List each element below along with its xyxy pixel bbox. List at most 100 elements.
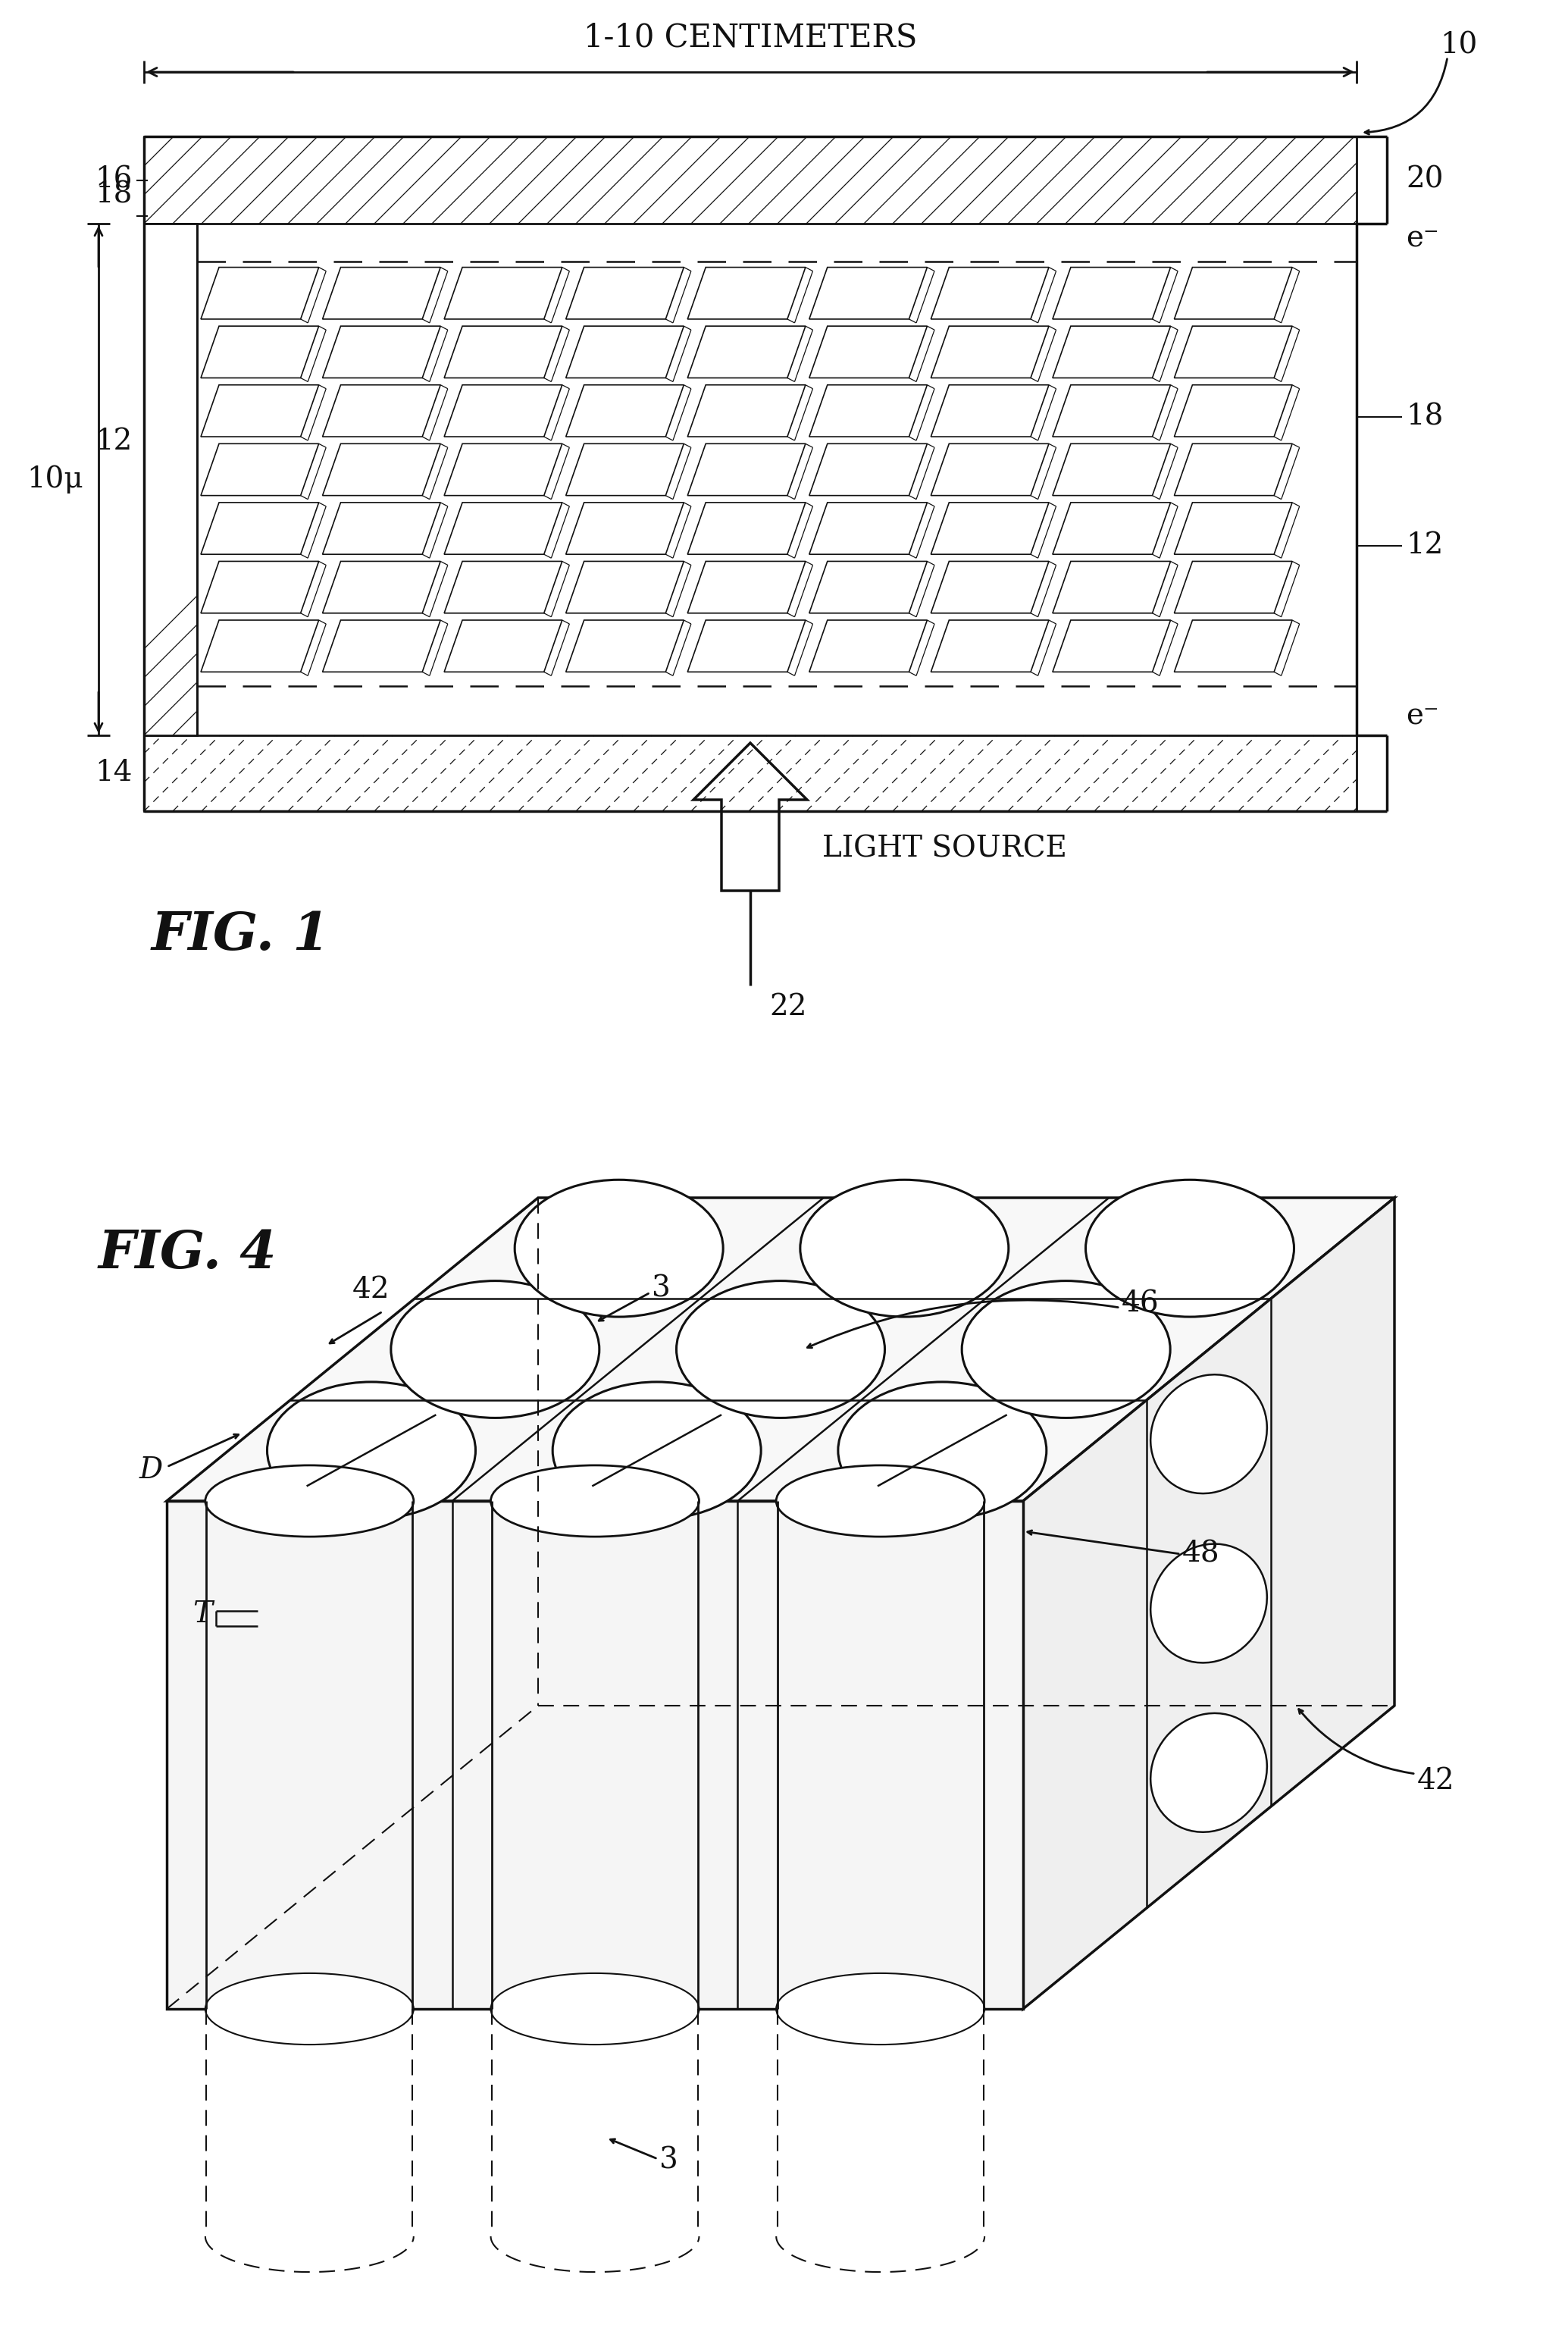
Polygon shape bbox=[201, 561, 318, 613]
Ellipse shape bbox=[800, 1181, 1008, 1317]
Polygon shape bbox=[809, 326, 927, 378]
Ellipse shape bbox=[267, 1382, 475, 1519]
Text: 12: 12 bbox=[96, 427, 133, 455]
Ellipse shape bbox=[961, 1281, 1170, 1418]
Polygon shape bbox=[566, 620, 684, 671]
Ellipse shape bbox=[1151, 1544, 1267, 1662]
Polygon shape bbox=[323, 502, 441, 554]
Polygon shape bbox=[809, 268, 927, 319]
Text: 1-10 CENTIMETERS: 1-10 CENTIMETERS bbox=[583, 21, 917, 54]
Ellipse shape bbox=[776, 1974, 985, 2044]
Polygon shape bbox=[201, 620, 318, 671]
Ellipse shape bbox=[491, 1974, 699, 2044]
Polygon shape bbox=[1052, 561, 1171, 613]
Polygon shape bbox=[931, 326, 1049, 378]
Text: FIG. 4: FIG. 4 bbox=[99, 1227, 278, 1279]
Polygon shape bbox=[566, 502, 684, 554]
Polygon shape bbox=[1052, 502, 1171, 554]
Polygon shape bbox=[1174, 620, 1292, 671]
Ellipse shape bbox=[676, 1281, 884, 1418]
Ellipse shape bbox=[1085, 1181, 1294, 1317]
Polygon shape bbox=[687, 502, 806, 554]
Polygon shape bbox=[931, 561, 1049, 613]
Text: LIGHT SOURCE: LIGHT SOURCE bbox=[822, 836, 1066, 864]
Polygon shape bbox=[931, 385, 1049, 437]
Polygon shape bbox=[444, 385, 563, 437]
Bar bbox=[144, 223, 198, 735]
Text: 10μ: 10μ bbox=[27, 465, 83, 493]
Ellipse shape bbox=[776, 1465, 985, 1537]
Polygon shape bbox=[566, 326, 684, 378]
Text: 48: 48 bbox=[1182, 1540, 1220, 1568]
Bar bbox=[144, 136, 1356, 223]
Polygon shape bbox=[201, 268, 318, 319]
Polygon shape bbox=[444, 326, 563, 378]
Polygon shape bbox=[566, 385, 684, 437]
Polygon shape bbox=[687, 444, 806, 495]
Polygon shape bbox=[166, 1197, 1394, 1502]
Polygon shape bbox=[323, 444, 441, 495]
Text: 42: 42 bbox=[353, 1277, 390, 1305]
Polygon shape bbox=[1052, 385, 1171, 437]
Ellipse shape bbox=[205, 1465, 414, 1537]
Polygon shape bbox=[1052, 444, 1171, 495]
Polygon shape bbox=[1052, 268, 1171, 319]
Text: 12: 12 bbox=[1406, 533, 1443, 561]
Polygon shape bbox=[566, 268, 684, 319]
Polygon shape bbox=[1174, 502, 1292, 554]
Polygon shape bbox=[1174, 268, 1292, 319]
Text: D: D bbox=[140, 1457, 163, 1486]
Polygon shape bbox=[687, 620, 806, 671]
Text: 22: 22 bbox=[770, 993, 806, 1021]
Polygon shape bbox=[931, 620, 1049, 671]
Ellipse shape bbox=[390, 1281, 599, 1418]
Polygon shape bbox=[444, 502, 563, 554]
Polygon shape bbox=[809, 444, 927, 495]
Text: FIG. 1: FIG. 1 bbox=[152, 911, 331, 960]
Polygon shape bbox=[687, 561, 806, 613]
Text: T: T bbox=[193, 1601, 212, 1629]
Ellipse shape bbox=[205, 1974, 414, 2044]
Polygon shape bbox=[1174, 444, 1292, 495]
Text: 3: 3 bbox=[659, 2148, 677, 2176]
Polygon shape bbox=[1174, 561, 1292, 613]
Polygon shape bbox=[323, 561, 441, 613]
Polygon shape bbox=[201, 385, 318, 437]
Text: 10: 10 bbox=[1439, 31, 1477, 59]
Polygon shape bbox=[1174, 326, 1292, 378]
Polygon shape bbox=[1174, 385, 1292, 437]
Text: 16: 16 bbox=[96, 167, 133, 195]
Polygon shape bbox=[687, 385, 806, 437]
Polygon shape bbox=[444, 620, 563, 671]
Polygon shape bbox=[687, 326, 806, 378]
Text: 18: 18 bbox=[1406, 404, 1443, 432]
Polygon shape bbox=[931, 502, 1049, 554]
Polygon shape bbox=[323, 326, 441, 378]
Polygon shape bbox=[809, 561, 927, 613]
Polygon shape bbox=[323, 385, 441, 437]
Polygon shape bbox=[693, 744, 808, 892]
Ellipse shape bbox=[1151, 1713, 1267, 1833]
Polygon shape bbox=[1052, 326, 1171, 378]
Polygon shape bbox=[1022, 1197, 1394, 2009]
Polygon shape bbox=[809, 620, 927, 671]
Polygon shape bbox=[687, 268, 806, 319]
Polygon shape bbox=[201, 444, 318, 495]
Polygon shape bbox=[809, 385, 927, 437]
Text: e⁻: e⁻ bbox=[1406, 702, 1439, 730]
Polygon shape bbox=[323, 268, 441, 319]
Polygon shape bbox=[323, 620, 441, 671]
Ellipse shape bbox=[837, 1382, 1046, 1519]
Text: e⁻: e⁻ bbox=[1406, 225, 1439, 253]
Ellipse shape bbox=[491, 1465, 699, 1537]
Ellipse shape bbox=[552, 1382, 760, 1519]
Text: 14: 14 bbox=[96, 758, 133, 786]
Ellipse shape bbox=[514, 1181, 723, 1317]
Ellipse shape bbox=[1151, 1375, 1267, 1493]
Polygon shape bbox=[201, 502, 318, 554]
Polygon shape bbox=[444, 444, 563, 495]
Polygon shape bbox=[931, 444, 1049, 495]
Text: 18: 18 bbox=[96, 181, 133, 209]
Polygon shape bbox=[444, 268, 563, 319]
Polygon shape bbox=[566, 561, 684, 613]
